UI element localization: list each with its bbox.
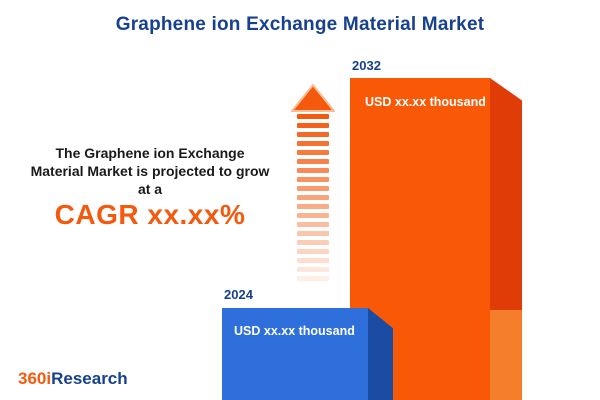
bar-2032-side-face <box>490 78 522 400</box>
arrow-dash <box>297 168 329 173</box>
description-line: at a <box>137 181 163 197</box>
arrow-dash <box>297 195 329 200</box>
arrow-dash <box>297 231 329 236</box>
arrow-dash <box>297 213 329 218</box>
cagr-value: CAGR xx.xx% <box>54 199 246 230</box>
bar-label-2032: 2032 <box>352 58 381 73</box>
arrow-dash <box>297 267 329 272</box>
brand-logo-prefix: 360i <box>18 369 52 388</box>
bar-2024 <box>222 308 368 400</box>
growth-up-arrow-icon <box>291 84 335 285</box>
bar-value-2032: USD xx.xx thousand <box>365 95 486 109</box>
arrow-dash <box>297 204 329 209</box>
arrow-dash <box>297 114 329 119</box>
description-block: The Graphene ion Exchange Material Marke… <box>5 144 295 230</box>
description-line: Material Market is projected to grow <box>30 163 270 179</box>
arrow-dash <box>297 141 329 146</box>
arrow-shaft <box>291 114 335 281</box>
page-title: Graphene ion Exchange Material Market <box>115 14 485 35</box>
brand-logo-suffix: Research <box>51 369 128 388</box>
arrow-dash <box>297 258 329 263</box>
arrow-dash <box>297 150 329 155</box>
arrow-dash <box>297 123 329 128</box>
arrow-dash <box>297 132 329 137</box>
arrow-dash <box>297 249 329 254</box>
arrow-dash <box>297 222 329 227</box>
brand-logo: 360iResearch <box>18 369 128 389</box>
arrow-head-icon <box>291 84 335 112</box>
arrow-dash <box>297 240 329 245</box>
description-line: The Graphene ion Exchange <box>55 145 245 161</box>
bar-label-2024: 2024 <box>224 287 253 302</box>
arrow-dash <box>297 186 329 191</box>
arrow-dash <box>297 159 329 164</box>
arrow-dash <box>297 276 329 281</box>
arrow-dash <box>297 177 329 182</box>
bar-value-2024: USD xx.xx thousand <box>234 324 355 338</box>
